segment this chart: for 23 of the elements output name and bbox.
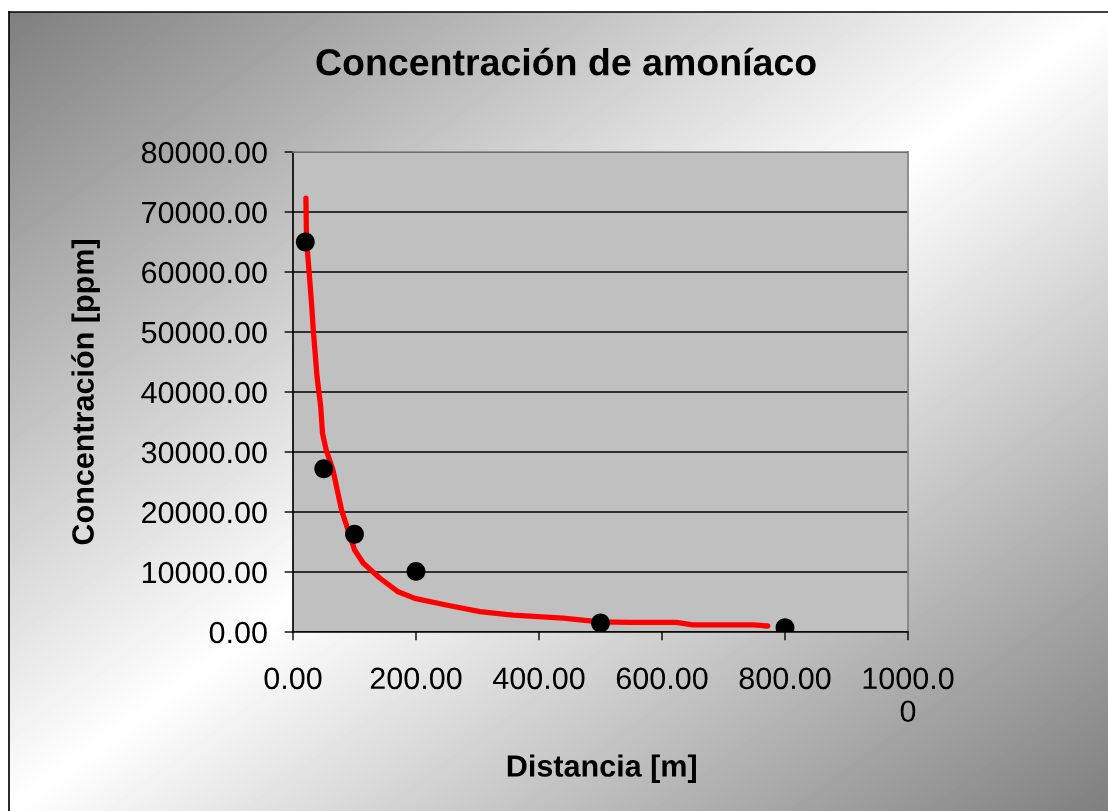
point — [591, 613, 610, 632]
x-tick-label: 1000.0 0 — [863, 667, 954, 723]
x-tick-label: 400.00 — [492, 667, 585, 690]
y-tick-label: 0.00 — [209, 621, 267, 644]
x-axis-title: Distancia [m] — [507, 754, 696, 783]
x-tick-label: 800.00 — [739, 667, 831, 690]
y-tick-label: 70000.00 — [142, 201, 267, 224]
y-tick-label: 60000.00 — [142, 261, 267, 284]
y-tick-label: 10000.00 — [142, 561, 267, 584]
y-tick-label: 80000.00 — [141, 141, 267, 164]
point — [406, 561, 426, 581]
point — [345, 524, 364, 544]
x-tick-label: 200.00 — [370, 667, 462, 690]
x-tick-label: 600.00 — [616, 667, 708, 690]
y-tick-label: 50000.00 — [141, 321, 267, 344]
chart-title: Concentración de amoníaco — [316, 47, 816, 76]
y-tick-label: 30000.00 — [141, 441, 267, 464]
y-axis-title: Concentración [ppm] — [71, 240, 100, 545]
x-tick-label: 0.00 — [264, 667, 322, 690]
point — [314, 459, 334, 479]
y-tick-label: 20000.00 — [142, 501, 267, 524]
y-tick-label: 40000.00 — [141, 381, 267, 404]
point — [295, 232, 315, 252]
